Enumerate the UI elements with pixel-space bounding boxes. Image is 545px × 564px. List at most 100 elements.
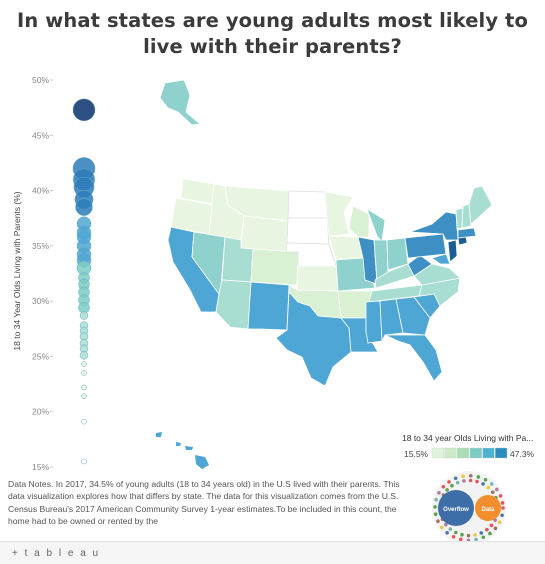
state-dot[interactable] xyxy=(81,384,87,391)
state-hawaii-1[interactable] xyxy=(156,432,162,437)
overflow-small-dot xyxy=(461,474,465,478)
overflow-small-dot xyxy=(445,488,449,492)
state-maine[interactable] xyxy=(468,185,493,225)
overflow-small-dot xyxy=(436,519,440,523)
state-massachusetts[interactable] xyxy=(457,227,477,239)
state-kansas[interactable] xyxy=(296,265,339,292)
state-texas[interactable] xyxy=(275,291,352,387)
state-maryland[interactable] xyxy=(431,253,451,265)
overflow-small-dot xyxy=(451,534,456,539)
state-north-dakota[interactable] xyxy=(287,190,328,219)
state-dot[interactable] xyxy=(81,418,87,425)
dot-series xyxy=(72,98,96,465)
state-dot[interactable] xyxy=(81,458,87,465)
state-arizona[interactable] xyxy=(215,279,252,330)
state-hawaii-4[interactable] xyxy=(195,455,209,469)
overflow-small-dot xyxy=(440,525,444,530)
state-minnesota[interactable] xyxy=(324,191,354,237)
overflow-label: Overflow xyxy=(443,507,469,513)
y-tick-label: 45% xyxy=(32,130,49,140)
overflow-small-dot xyxy=(481,482,485,486)
overflow-small-dot xyxy=(483,477,488,482)
y-tick-label: 40% xyxy=(32,186,49,196)
overflow-small-dot xyxy=(458,537,463,542)
state-wisconsin[interactable] xyxy=(348,205,370,238)
y-tick-label: 20% xyxy=(32,407,49,417)
tableau-footer: + t a b l e a u xyxy=(0,541,545,564)
legend-swatch[interactable] xyxy=(469,447,482,459)
state-dot[interactable] xyxy=(81,361,87,367)
overflow-small-dot xyxy=(473,533,477,537)
tableau-logo[interactable]: + t a b l e a u xyxy=(12,548,101,559)
legend-swatch[interactable] xyxy=(457,447,470,459)
legend-swatch[interactable] xyxy=(431,447,444,459)
overflow-small-dot xyxy=(466,533,471,538)
overflow-small-dot xyxy=(500,501,505,505)
state-west-virginia[interactable] xyxy=(407,254,433,277)
overflow-small-dot xyxy=(444,522,448,527)
legend-swatch[interactable] xyxy=(482,447,495,459)
state-dot[interactable] xyxy=(75,198,93,216)
overflow-small-dot xyxy=(437,491,441,495)
overflow-small-dot xyxy=(462,479,466,483)
state-dot[interactable] xyxy=(72,98,96,122)
overflow-small-dot xyxy=(486,485,491,490)
state-michigan[interactable] xyxy=(366,208,386,243)
state-alaska[interactable] xyxy=(159,79,201,126)
state-wyoming[interactable] xyxy=(240,215,289,253)
state-illinois[interactable] xyxy=(357,236,378,285)
overflow-small-dot xyxy=(450,483,454,488)
overflow-small-dot xyxy=(434,497,438,502)
chart-title: In what states are young adults most lik… xyxy=(17,9,528,58)
overflow-circle xyxy=(438,490,474,526)
overflow-small-dot xyxy=(479,531,484,535)
legend-swatch[interactable] xyxy=(444,447,457,459)
overflow-small-dot xyxy=(468,478,473,483)
state-new-jersey[interactable] xyxy=(447,239,458,263)
legend-swatch[interactable] xyxy=(495,447,508,459)
state-dot[interactable] xyxy=(81,370,87,376)
us-state-map[interactable] xyxy=(156,79,493,469)
overflow-small-dot xyxy=(433,512,438,516)
state-new-hampshire[interactable] xyxy=(461,203,472,229)
y-axis-label: 18 to 34 Year Olds Living with Parents (… xyxy=(12,191,22,350)
overflow-small-dot xyxy=(454,530,458,535)
overflow-small-dot xyxy=(490,490,495,494)
overflow-small-dot xyxy=(453,476,458,481)
overflow-small-dot xyxy=(475,479,479,484)
overflow-small-dot xyxy=(500,513,504,518)
overflow-small-dot xyxy=(495,487,499,492)
overflow-small-dot xyxy=(493,526,498,531)
state-new-mexico[interactable] xyxy=(247,281,290,331)
overflow-widget[interactable]: Overflow Data xyxy=(432,471,506,545)
overflow-small-dot xyxy=(489,482,494,486)
y-tick-label: 35% xyxy=(32,241,49,251)
color-legend[interactable] xyxy=(431,447,508,459)
state-hawaii-2[interactable] xyxy=(176,442,181,446)
y-axis: 15% 20% 25% 30% 35% 40% 45% 50% xyxy=(32,75,53,472)
state-dot[interactable] xyxy=(79,351,89,360)
data-label: Data xyxy=(481,507,495,513)
state-colorado[interactable] xyxy=(250,248,299,286)
state-mississippi[interactable] xyxy=(365,300,383,344)
state-hawaii-3[interactable] xyxy=(185,446,193,450)
state-georgia[interactable] xyxy=(395,296,431,336)
state-pennsylvania[interactable] xyxy=(404,233,447,259)
state-iowa[interactable] xyxy=(328,235,364,261)
y-tick-label: 30% xyxy=(32,296,49,306)
data-notes-text: . In 2017, 34.5% of young adults (18 to … xyxy=(8,479,400,527)
overflow-small-dot xyxy=(489,523,494,528)
overflow-small-dot xyxy=(498,494,503,498)
state-dot[interactable] xyxy=(79,311,89,320)
state-florida[interactable] xyxy=(384,334,443,382)
overflow-small-dot xyxy=(488,531,492,536)
y-tick-label: 15% xyxy=(32,462,49,472)
y-tick-label: 50% xyxy=(32,75,49,85)
state-alabama[interactable] xyxy=(379,298,404,343)
overflow-small-dot xyxy=(485,527,489,532)
legend-min-label: 15.5% xyxy=(404,449,429,459)
overflow-small-dot xyxy=(433,505,437,509)
state-dot[interactable] xyxy=(81,393,87,399)
state-south-dakota[interactable] xyxy=(286,217,330,245)
